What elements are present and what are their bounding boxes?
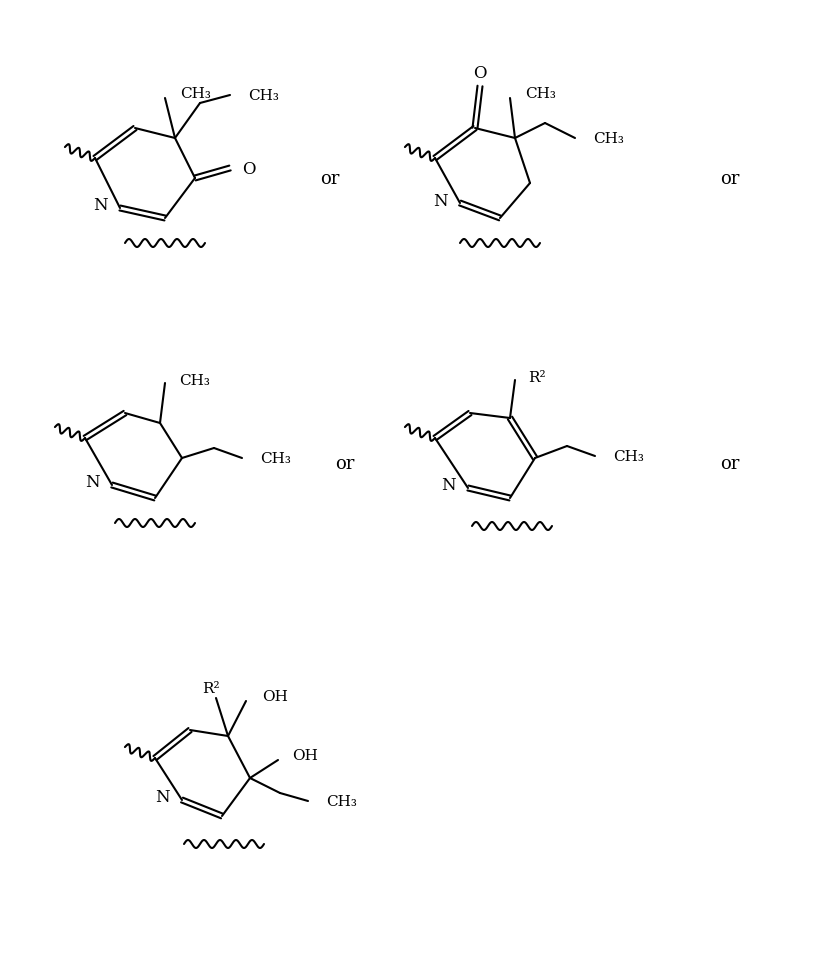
Text: CH₃: CH₃ — [326, 794, 356, 808]
Text: CH₃: CH₃ — [592, 132, 623, 146]
Text: R²: R² — [202, 681, 219, 696]
Text: CH₃: CH₃ — [247, 89, 278, 103]
Text: O: O — [242, 160, 256, 177]
Text: CH₃: CH₃ — [613, 450, 643, 463]
Text: CH₃: CH₃ — [260, 452, 291, 465]
Text: N: N — [85, 474, 100, 491]
Text: OH: OH — [292, 748, 318, 762]
Text: or: or — [719, 455, 739, 473]
Text: N: N — [155, 789, 170, 805]
Text: CH₃: CH₃ — [180, 87, 210, 101]
Text: or: or — [320, 170, 339, 188]
Text: N: N — [93, 197, 108, 214]
Text: N: N — [441, 477, 455, 494]
Text: or: or — [719, 170, 739, 188]
Text: N: N — [433, 193, 447, 210]
Text: CH₃: CH₃ — [524, 87, 555, 101]
Text: OH: OH — [262, 689, 287, 703]
Text: O: O — [473, 65, 486, 81]
Text: R²: R² — [527, 371, 545, 385]
Text: or: or — [335, 455, 355, 473]
Text: CH₃: CH₃ — [179, 374, 210, 388]
